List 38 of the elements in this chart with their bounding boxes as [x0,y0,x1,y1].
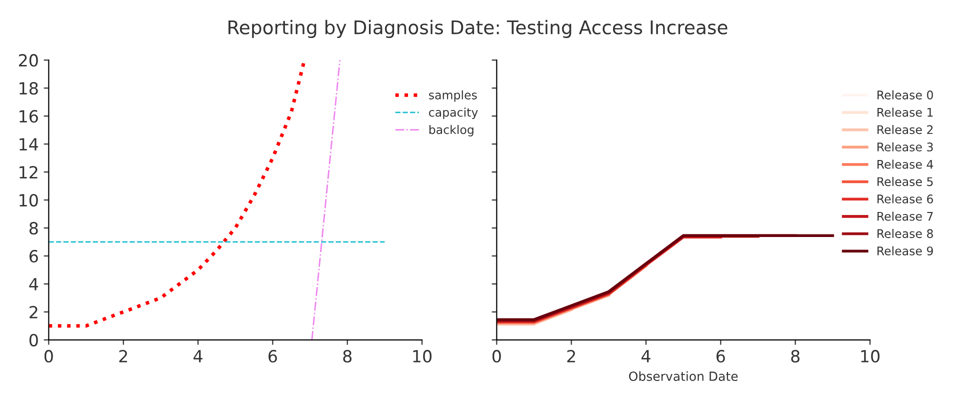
x-tick-label: 0 [492,350,501,363]
y-tick-label: 12 [20,166,38,178]
x-tick-label: 8 [343,350,352,363]
y-tick-label: 20 [18,54,38,67]
x-tick-label: 2 [567,350,575,362]
x-tick-label: 6 [716,350,725,363]
legend-label: Release 0 [878,90,933,100]
y-tick-label: 8 [30,222,38,235]
y-tick-label: 14 [20,138,38,150]
legend-label: samples [429,90,477,102]
legend-label: Release 9 [878,246,933,256]
x-tick-label: 4 [194,350,202,362]
legend-label: Release 8 [878,228,933,238]
legend-label: Release 3 [878,142,933,152]
y-tick-label: 0 [29,334,38,346]
legend-label: backlog [429,124,474,136]
x-tick-label: 10 [861,350,880,363]
x-tick-label: 8 [791,350,800,363]
legend-label: Release 6 [878,194,933,204]
text: Reporting by Diagnosis Date: Testing Access Increase [228,20,728,38]
y-tick-label: 6 [30,250,38,263]
legend-label: Release 7 [878,212,933,221]
y-tick-label: 16 [20,110,38,123]
x-tick-label: 2 [119,350,127,362]
legend-label: Release 5 [878,176,933,186]
x-tick-label: 4 [642,350,650,362]
legend-label: capacity [429,108,478,120]
y-tick-label: 18 [20,82,38,95]
y-tick-label: 10 [20,194,38,207]
y-tick-label: 2 [30,306,38,318]
legend-label: Release 2 [878,124,933,134]
legend-label: Release 1 [878,108,933,117]
x-tick-label: 0 [44,350,53,363]
legend-label: Release 4 [878,160,934,169]
x-tick-label: 10 [413,350,432,363]
x-axis-title: Observation Date [629,371,738,381]
y-tick-label: 4 [29,278,38,290]
x-tick-label: 6 [268,350,277,363]
